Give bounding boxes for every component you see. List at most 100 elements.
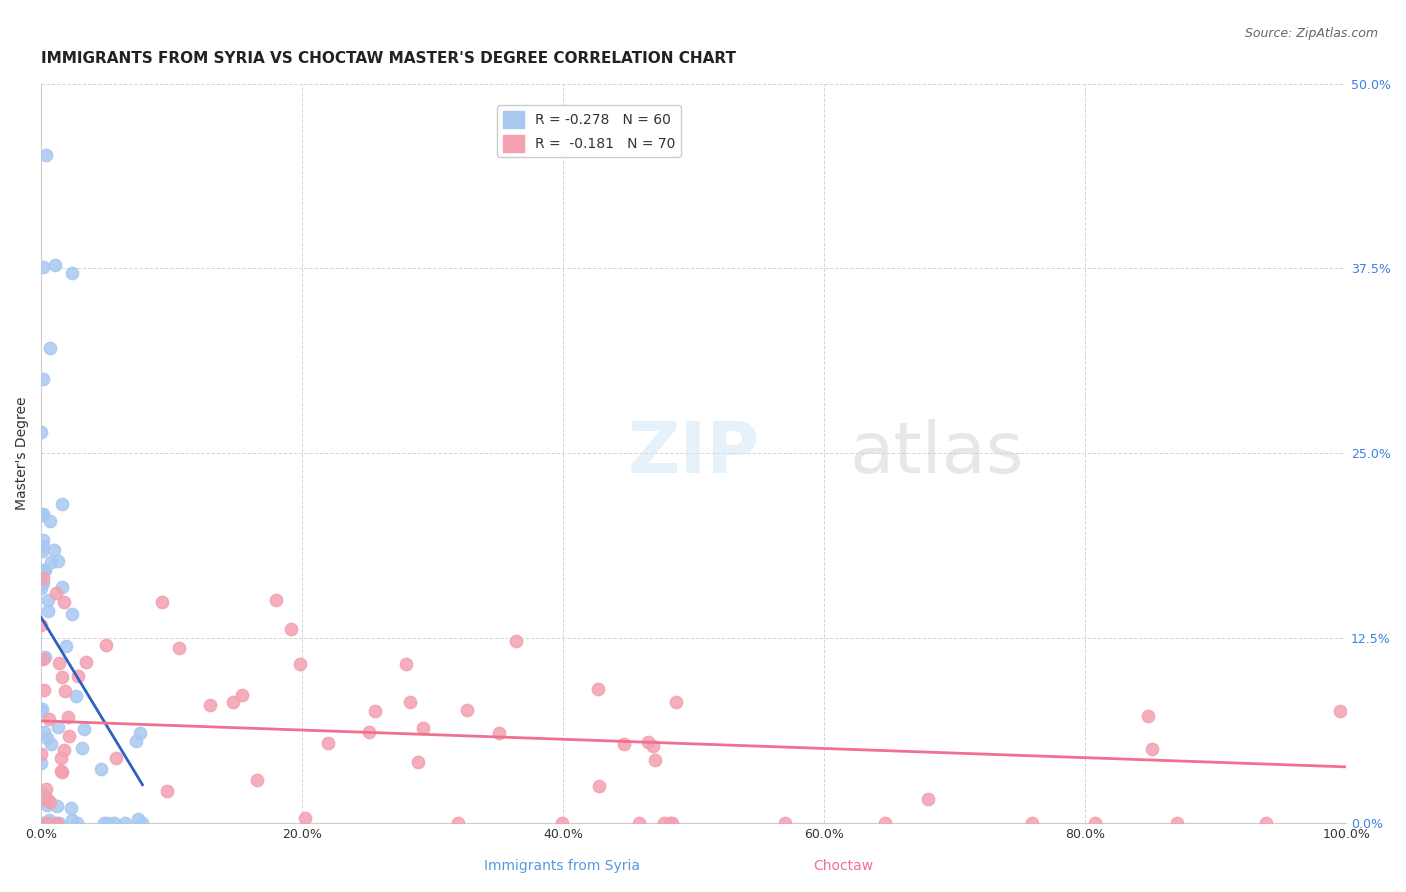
Immigrants from Syria xyxy=(66,816,89,830)
Choctaw xyxy=(641,739,664,754)
Choctaw xyxy=(613,737,636,751)
Choctaw xyxy=(105,750,128,764)
Choctaw xyxy=(652,816,675,830)
Choctaw xyxy=(399,695,422,709)
Text: Choctaw: Choctaw xyxy=(814,859,873,872)
Text: Source: ZipAtlas.com: Source: ZipAtlas.com xyxy=(1244,27,1378,40)
Choctaw xyxy=(30,747,52,762)
Choctaw xyxy=(51,751,73,765)
Immigrants from Syria xyxy=(35,798,58,813)
Immigrants from Syria xyxy=(35,792,58,806)
Choctaw xyxy=(588,681,610,696)
Choctaw xyxy=(58,729,80,743)
Immigrants from Syria xyxy=(35,148,58,162)
Immigrants from Syria xyxy=(34,562,56,576)
Immigrants from Syria xyxy=(32,533,55,548)
Choctaw xyxy=(280,622,302,636)
Choctaw xyxy=(446,816,468,830)
Immigrants from Syria xyxy=(51,580,73,594)
Immigrants from Syria xyxy=(60,813,83,827)
Immigrants from Syria xyxy=(65,690,87,704)
Text: Immigrants from Syria: Immigrants from Syria xyxy=(485,859,640,872)
Choctaw xyxy=(32,682,55,697)
Immigrants from Syria xyxy=(34,650,56,665)
Choctaw xyxy=(51,764,73,778)
Immigrants from Syria xyxy=(31,816,53,830)
Immigrants from Syria xyxy=(72,740,94,755)
Immigrants from Syria xyxy=(31,508,53,522)
Immigrants from Syria xyxy=(31,260,53,274)
Choctaw xyxy=(264,593,287,607)
Immigrants from Syria xyxy=(48,816,70,830)
Immigrants from Syria xyxy=(124,733,146,747)
Immigrants from Syria xyxy=(44,258,66,272)
Immigrants from Syria xyxy=(97,816,120,830)
Choctaw xyxy=(659,816,682,830)
Choctaw xyxy=(32,652,55,666)
Immigrants from Syria xyxy=(39,555,62,569)
Choctaw xyxy=(294,811,316,825)
Immigrants from Syria xyxy=(42,543,65,558)
Choctaw xyxy=(53,684,76,698)
Immigrants from Syria xyxy=(30,756,52,770)
Choctaw xyxy=(156,784,179,798)
Immigrants from Syria xyxy=(93,816,115,830)
Immigrants from Syria xyxy=(59,801,82,815)
Choctaw xyxy=(395,657,418,672)
Immigrants from Syria xyxy=(31,372,53,386)
Immigrants from Syria xyxy=(37,592,59,607)
Immigrants from Syria xyxy=(72,723,94,737)
Choctaw xyxy=(51,670,73,684)
Immigrants from Syria xyxy=(37,731,59,746)
Immigrants from Syria xyxy=(32,539,55,553)
Choctaw xyxy=(644,753,666,767)
Immigrants from Syria xyxy=(46,554,69,568)
Choctaw xyxy=(288,657,311,672)
Immigrants from Syria xyxy=(131,816,153,830)
Choctaw xyxy=(456,703,478,717)
Immigrants from Syria xyxy=(90,763,112,777)
Choctaw xyxy=(661,816,683,830)
Choctaw xyxy=(94,638,117,652)
Choctaw xyxy=(150,595,173,609)
Choctaw xyxy=(56,710,79,724)
Choctaw xyxy=(31,571,53,585)
Immigrants from Syria xyxy=(39,341,62,355)
Choctaw xyxy=(48,657,70,671)
Choctaw xyxy=(1256,816,1278,830)
Text: atlas: atlas xyxy=(851,419,1025,488)
Choctaw xyxy=(665,695,688,709)
Immigrants from Syria xyxy=(30,425,52,440)
Immigrants from Syria xyxy=(39,514,62,528)
Immigrants from Syria xyxy=(30,704,52,718)
Choctaw xyxy=(231,689,253,703)
Choctaw xyxy=(551,816,574,830)
Immigrants from Syria xyxy=(30,581,52,595)
Choctaw xyxy=(917,792,939,806)
Immigrants from Syria xyxy=(55,639,77,653)
Immigrants from Syria xyxy=(32,563,55,577)
Immigrants from Syria xyxy=(31,651,53,665)
Choctaw xyxy=(364,704,387,718)
Choctaw xyxy=(1140,742,1163,756)
Immigrants from Syria xyxy=(38,814,60,828)
Immigrants from Syria xyxy=(32,576,55,591)
Choctaw xyxy=(30,618,52,632)
Choctaw xyxy=(1084,816,1107,830)
Choctaw xyxy=(588,779,610,793)
Choctaw xyxy=(45,586,67,600)
Immigrants from Syria xyxy=(51,497,73,511)
Choctaw xyxy=(773,816,796,830)
Choctaw xyxy=(35,816,58,830)
Immigrants from Syria xyxy=(60,607,83,621)
Choctaw xyxy=(1329,704,1351,718)
Immigrants from Syria xyxy=(39,816,62,830)
Choctaw xyxy=(198,698,221,713)
Immigrants from Syria xyxy=(42,816,65,830)
Choctaw xyxy=(38,712,60,726)
Immigrants from Syria xyxy=(114,816,136,830)
Immigrants from Syria xyxy=(37,604,59,618)
Y-axis label: Master's Degree: Master's Degree xyxy=(15,397,30,510)
Choctaw xyxy=(505,633,527,648)
Choctaw xyxy=(875,816,897,830)
